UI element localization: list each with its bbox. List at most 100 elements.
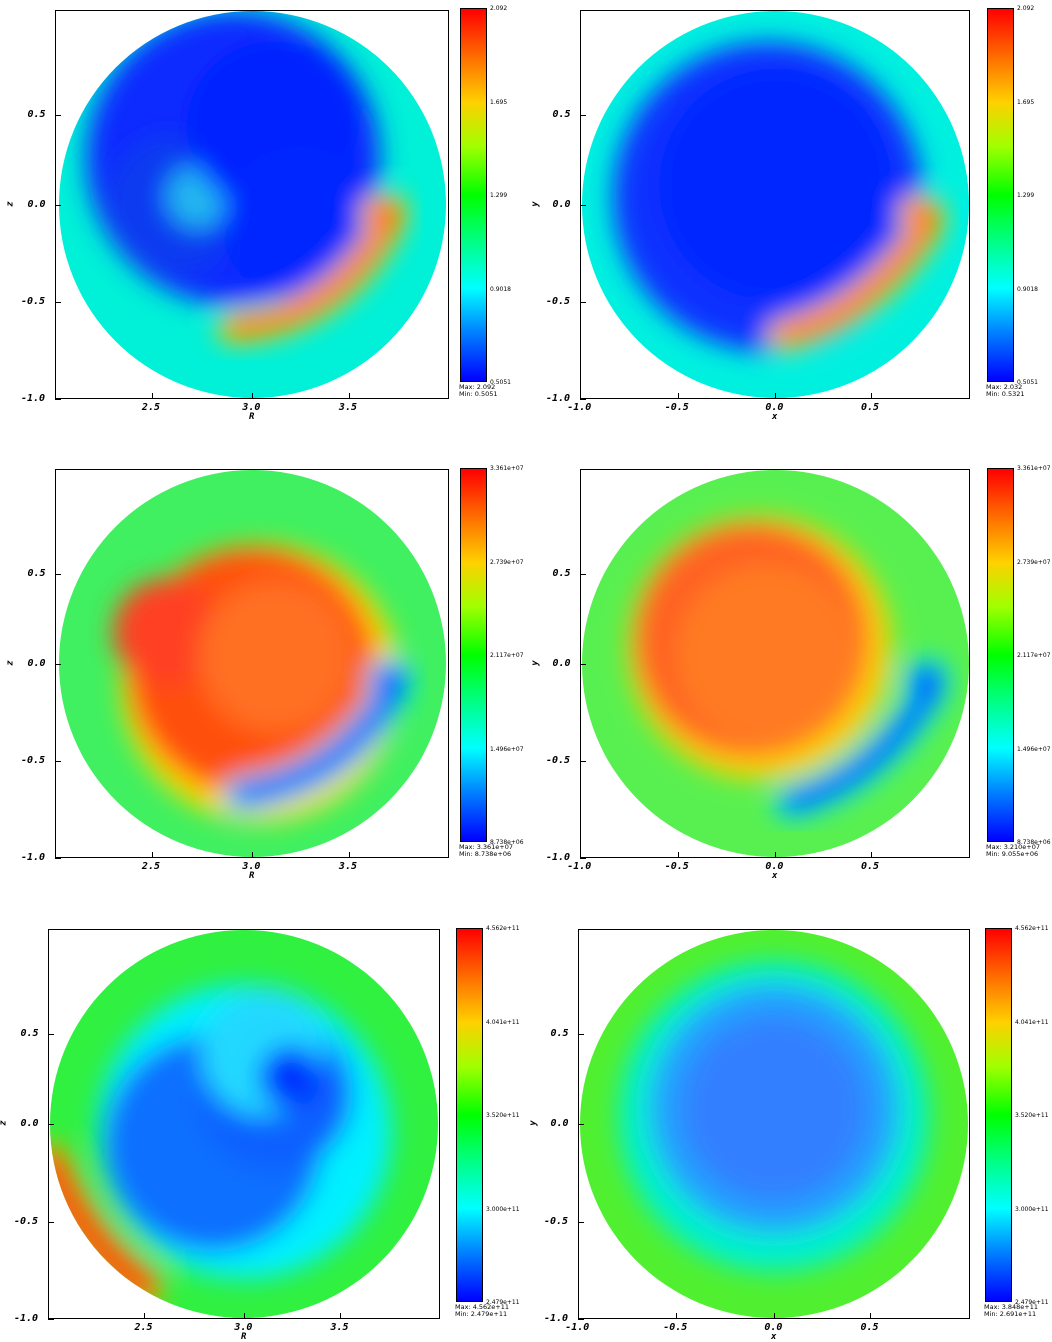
- y-tick-mark: [578, 1319, 584, 1320]
- colorbar: [460, 8, 487, 382]
- y-tick-mark: [48, 1319, 54, 1320]
- y-tick-mark: [580, 301, 586, 303]
- colorbar-tick-label: 1.496e+07: [490, 745, 524, 753]
- y-tick-mark: [48, 1124, 54, 1125]
- max-min-readout: Max: 3.210e+07 Min: 9.055e+06: [986, 844, 1040, 858]
- y-tick-mark: [48, 1034, 54, 1036]
- x-tick-label: 0.5: [860, 402, 879, 413]
- x-axis-label: x: [772, 871, 778, 881]
- y-tick-mark: [578, 1124, 584, 1125]
- heatmap-region-2: [674, 562, 861, 749]
- min-label: Min: 9.055e+06: [986, 850, 1039, 858]
- colorbar-tick-label: 4.562e+11: [1015, 925, 1049, 932]
- colorbar-tick-label: 0.9018: [1017, 285, 1038, 293]
- y-tick-mark: [55, 760, 61, 762]
- y-tick-label: 0.5: [552, 109, 571, 121]
- max-min-readout: Max: 3.361e+07 Min: 8.738e+06: [459, 844, 513, 858]
- y-tick-label: -1.0: [21, 852, 46, 863]
- y-tick-label: 0.0: [552, 198, 571, 210]
- y-tick-label: 0.5: [550, 1028, 569, 1040]
- y-axis-label: y: [530, 200, 541, 207]
- x-tick-mark: [870, 852, 872, 858]
- y-tick-label: -1.0: [544, 1313, 569, 1324]
- x-tick-label: 0.0: [765, 402, 784, 413]
- colorbar-tick-label: 4.562e+11: [486, 925, 520, 932]
- x-axis-label: x: [772, 412, 778, 422]
- colorbar-tick-label: 2.092: [490, 5, 508, 12]
- heatmap-region-4: [259, 1046, 322, 1109]
- x-tick-mark: [348, 852, 350, 858]
- x-tick-label: 0.0: [764, 1322, 783, 1333]
- colorbar-tick-label: 0.5051: [490, 379, 511, 386]
- y-tick-label: -1.0: [546, 852, 571, 863]
- x-tick-label: -0.5: [663, 1322, 688, 1333]
- colorbar-tick-label: 2.479e+11: [1015, 1299, 1049, 1306]
- y-tick-mark: [55, 574, 61, 576]
- x-tick-mark: [252, 393, 253, 399]
- colorbar-tick-label: 3.361e+07: [1017, 465, 1051, 472]
- heatmap-disk: [58, 470, 446, 857]
- colorbar-tick-label: 2.117e+07: [1017, 652, 1051, 659]
- y-tick-mark: [55, 204, 61, 206]
- colorbar-tick-label: 0.5051: [1017, 379, 1038, 386]
- max-min-readout: Max: 3.848e+11 Min: 2.691e+11: [984, 1304, 1038, 1318]
- heatmap-disk: [581, 470, 969, 857]
- heatmap-disk: [580, 930, 968, 1318]
- x-tick-label: -1.0: [567, 402, 592, 413]
- colorbar-tick-label: 2.739e+07: [490, 558, 524, 566]
- y-tick-label: -1.0: [14, 1313, 39, 1324]
- y-tick-label: 0.5: [27, 568, 46, 580]
- colorbar-tick-label: 1.496e+07: [1017, 745, 1051, 753]
- colorbar-tick-label: 2.092: [1017, 5, 1035, 12]
- x-tick-mark: [144, 1313, 146, 1319]
- x-tick-mark: [677, 393, 679, 399]
- colorbar: [460, 468, 487, 842]
- colorbar-tick-label: 1.299: [1017, 192, 1035, 199]
- x-tick-mark: [677, 852, 679, 858]
- heatmap-region-2: [112, 578, 222, 687]
- arc-feature: [230, 665, 406, 805]
- y-axis-label: z: [5, 200, 16, 207]
- heatmap-field: [50, 930, 438, 1318]
- x-tick-label: 0.0: [765, 861, 784, 872]
- x-axis-label: R: [249, 412, 255, 422]
- x-tick-label: 3.0: [242, 861, 261, 872]
- arc-feature: [224, 200, 399, 337]
- x-tick-mark: [244, 1313, 245, 1319]
- y-tick-mark: [580, 858, 586, 859]
- colorbar-tick-label: 0.9018: [490, 285, 511, 293]
- y-tick-mark: [55, 663, 61, 665]
- y-tick-mark: [55, 858, 61, 859]
- colorbar-tick-label: 4.041e+11: [486, 1018, 520, 1026]
- colorbar-tick-label: 1.695: [1017, 98, 1035, 106]
- y-tick-label: 0.5: [20, 1028, 39, 1040]
- heatmap-disk: [50, 930, 438, 1318]
- max-label: Max: 2.092: [459, 383, 496, 391]
- max-label: Max: 4.562e+11: [455, 1303, 510, 1311]
- y-tick-label: -0.5: [14, 1215, 39, 1227]
- x-axis-label: R: [241, 1332, 247, 1342]
- x-tick-mark: [870, 393, 872, 399]
- heatmap-field: [581, 11, 969, 398]
- colorbar-tick-label: 1.695: [490, 98, 508, 106]
- x-tick-label: 3.5: [338, 402, 357, 413]
- x-tick-mark: [580, 852, 581, 858]
- x-tick-label: 2.5: [134, 1322, 153, 1333]
- y-tick-label: 0.0: [552, 657, 571, 669]
- x-tick-label: 2.5: [141, 861, 160, 872]
- colorbar: [985, 928, 1012, 1302]
- colorbar-tick-label: 8.738e+06: [490, 839, 524, 846]
- x-tick-label: 0.5: [860, 1322, 879, 1333]
- x-tick-mark: [348, 393, 350, 399]
- colorbar-tick-label: 3.520e+11: [1015, 1112, 1049, 1119]
- y-axis-label: y: [530, 659, 541, 666]
- y-tick-label: -1.0: [546, 393, 571, 404]
- colorbar: [987, 468, 1014, 842]
- y-tick-mark: [580, 204, 586, 206]
- min-label: Min: 0.5321: [986, 390, 1025, 398]
- x-axis-label: R: [249, 871, 255, 881]
- arc-feature: [775, 202, 936, 344]
- y-axis-label: z: [0, 1120, 9, 1125]
- min-label: Min: 8.738e+06: [459, 850, 512, 858]
- x-tick-label: -1.0: [565, 1322, 590, 1333]
